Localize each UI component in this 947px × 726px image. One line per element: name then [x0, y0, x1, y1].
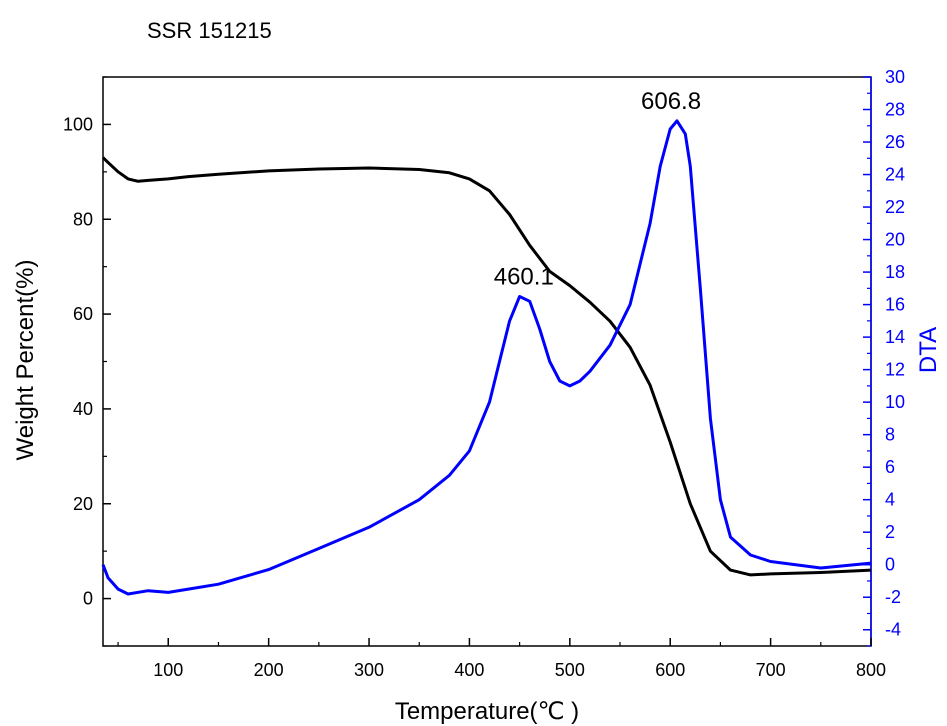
- y2-tick-label: 24: [885, 165, 905, 185]
- y2-tick-label: 12: [885, 360, 905, 380]
- x-axis-label: Temperature(℃ ): [395, 698, 579, 725]
- y2-tick-label: 0: [885, 555, 895, 575]
- y-tick-label: 60: [73, 304, 93, 324]
- peak-annotation-label: 460.1: [494, 263, 554, 290]
- y-tick-label: 40: [73, 399, 93, 419]
- x-tick-label: 500: [555, 660, 585, 680]
- x-tick-label: 800: [856, 660, 886, 680]
- y2-tick-label: 6: [885, 457, 895, 477]
- x-axis-ticks: 100 200 300 400 500 600 700 800: [117, 638, 886, 680]
- x-tick-label: 700: [756, 660, 786, 680]
- dta-series-line: [101, 119, 872, 596]
- y2-tick-label: -2: [885, 587, 901, 607]
- x-tick-label: 600: [655, 660, 685, 680]
- y2-tick-label: 20: [885, 230, 905, 250]
- peak-annotations: 460.1 606.8: [494, 88, 701, 291]
- y-tick-label: 80: [73, 209, 93, 229]
- y2-tick-label: 26: [885, 132, 905, 152]
- x-tick-label: 200: [254, 660, 284, 680]
- y2-tick-label: -4: [885, 620, 901, 640]
- y2-tick-label: 10: [885, 392, 905, 412]
- y2-tick-label: 14: [885, 327, 905, 347]
- y-axis-label: Weight Percent(%): [12, 260, 39, 461]
- y-axis-ticks: 0 20 40 60 80 100: [63, 76, 111, 647]
- y2-tick-label: 22: [885, 197, 905, 217]
- y-tick-label: 0: [83, 589, 93, 609]
- y2-tick-label: 30: [885, 67, 905, 87]
- tga-weight-series-line: [101, 156, 872, 577]
- y2-tick-label: 2: [885, 522, 895, 542]
- y2-tick-label: 18: [885, 262, 905, 282]
- y-tick-label: 20: [73, 494, 93, 514]
- x-tick-label: 100: [153, 660, 183, 680]
- x-tick-label: 400: [454, 660, 484, 680]
- peak-annotation-label: 606.8: [641, 88, 701, 115]
- y2-tick-label: 4: [885, 490, 895, 510]
- y-tick-label: 100: [63, 114, 93, 134]
- chart-title: SSR 151215: [147, 18, 272, 43]
- x-tick-label: 300: [354, 660, 384, 680]
- y2-tick-label: 16: [885, 295, 905, 315]
- y2-tick-label: 8: [885, 425, 895, 445]
- plot-frame: [102, 76, 872, 647]
- y2-axis-label: DTA: [915, 327, 942, 373]
- y2-tick-label: 28: [885, 100, 905, 120]
